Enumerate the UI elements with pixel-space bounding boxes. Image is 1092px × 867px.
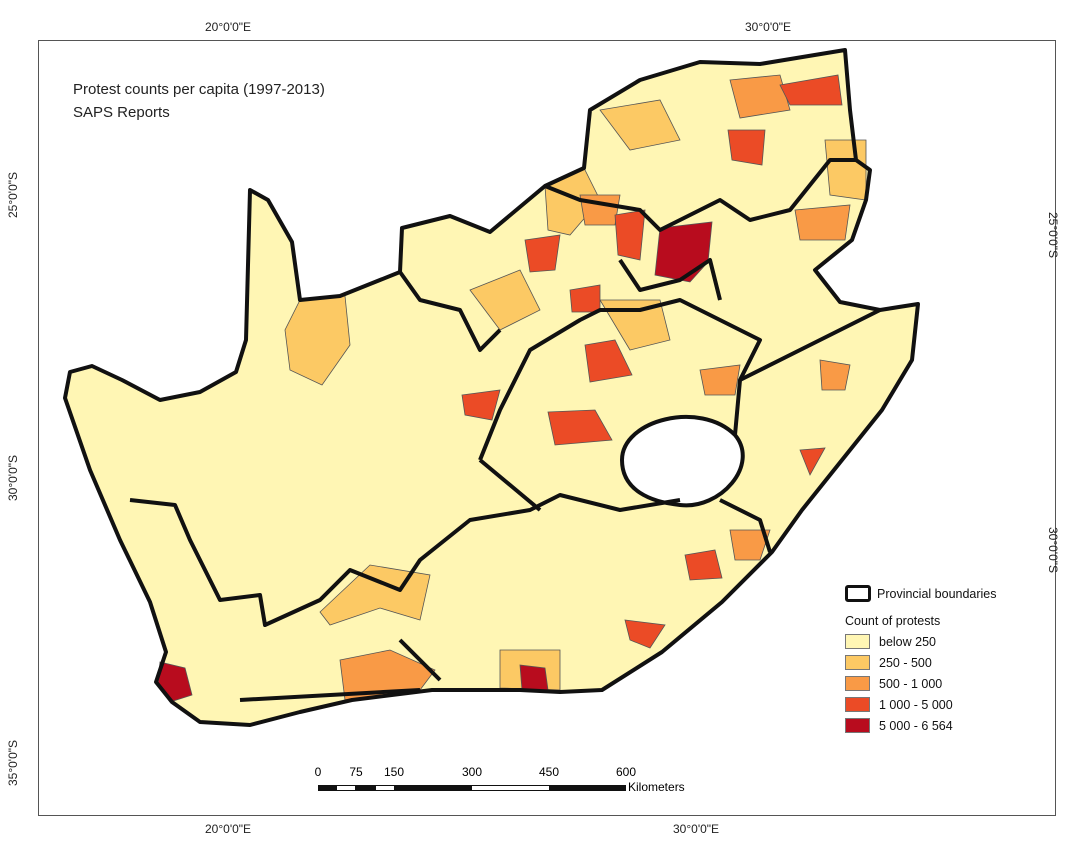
district-500-1000 <box>699 364 741 396</box>
legend-swatch <box>845 655 870 670</box>
province-border <box>618 258 722 301</box>
district-1000-5000 <box>569 284 601 313</box>
district-1000-5000 <box>684 549 723 581</box>
source-line: SAPS Reports <box>73 104 170 121</box>
map-frame <box>38 40 1056 816</box>
scale-tick: 150 <box>383 765 405 779</box>
scale-bar-segment <box>472 785 549 791</box>
district-5000-6564 <box>519 664 549 691</box>
scale-bar-segment <box>376 785 394 791</box>
country-base <box>64 49 919 726</box>
top-lon-label: 30°0'0"E <box>745 20 792 34</box>
legend: Provincial boundaries Count of protests … <box>845 583 997 736</box>
bottom-lon-label: 20°0'0"E <box>205 822 252 836</box>
legend-swatch <box>845 718 870 733</box>
bottom-lon-label: 30°0'0"E <box>673 822 720 836</box>
district-250-500 <box>599 299 671 351</box>
scale-tick: 0 <box>314 765 322 779</box>
province-border <box>239 688 421 702</box>
district-250-500 <box>319 564 431 626</box>
province-border <box>478 298 762 461</box>
district-1000-5000 <box>461 389 501 421</box>
lesotho-border <box>620 414 745 508</box>
district-1000-5000 <box>727 129 766 166</box>
scale-tick: 300 <box>461 765 483 779</box>
legend-swatch <box>845 697 870 712</box>
legend-label: below 250 <box>879 634 936 649</box>
legend-label: 250 - 500 <box>879 655 932 670</box>
province-border <box>398 638 442 682</box>
legend-swatch <box>845 634 870 649</box>
top-lon-label: 20°0'0"E <box>205 20 252 34</box>
district-1000-5000 <box>614 209 646 261</box>
province-border <box>478 458 542 512</box>
country-outline <box>63 48 920 727</box>
province-border <box>739 308 881 382</box>
scale-tick: 75 <box>349 765 363 779</box>
legend-swatch <box>845 676 870 691</box>
province-border <box>544 158 856 232</box>
district-250-500 <box>599 99 681 151</box>
district-250-500 <box>824 139 867 201</box>
district-1000-5000 <box>779 74 843 106</box>
province-border <box>719 498 772 553</box>
district-1000-5000 <box>524 234 561 273</box>
district-500-1000 <box>729 529 771 561</box>
district-250-500 <box>469 269 541 331</box>
district-1000-5000 <box>547 409 613 446</box>
province-border <box>129 493 681 627</box>
scale-tick: 600 <box>615 765 637 779</box>
province-border <box>398 270 502 352</box>
legend-label: 5 000 - 6 564 <box>879 718 953 733</box>
district-1000-5000 <box>799 447 826 476</box>
district-500-1000 <box>819 359 851 391</box>
district-500-1000 <box>794 204 851 241</box>
provincial-boundaries <box>63 48 920 727</box>
scale-unit: Kilometers <box>628 780 685 794</box>
map-title: Protest counts per capita (1997-2013) SA… <box>73 78 325 124</box>
legend-label: 1 000 - 5 000 <box>879 697 953 712</box>
scale-tick: 450 <box>538 765 560 779</box>
scale-bar-segment <box>337 785 355 791</box>
legend-boundary-label: Provincial boundaries <box>877 586 997 601</box>
legend-heading: Count of protests <box>845 613 941 628</box>
district-500-1000 <box>729 74 791 119</box>
district-1000-5000 <box>584 339 633 383</box>
boundary-swatch <box>845 585 871 602</box>
title-line: Protest counts per capita (1997-2013) <box>73 81 325 98</box>
legend-label: 500 - 1 000 <box>879 676 943 691</box>
district-1000-5000 <box>624 619 666 649</box>
